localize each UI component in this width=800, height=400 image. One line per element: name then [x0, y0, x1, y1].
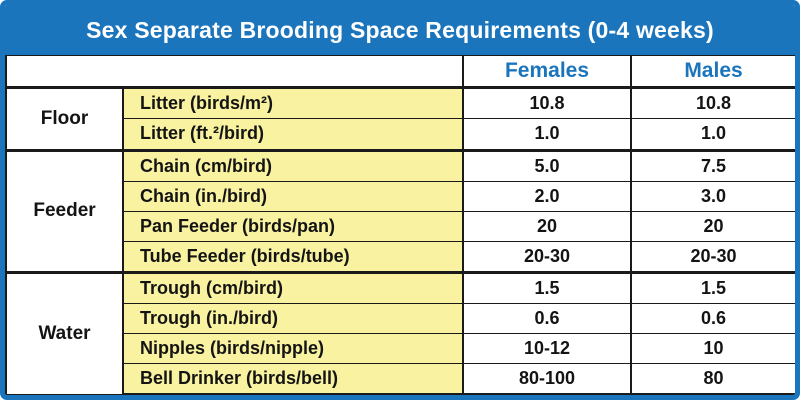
- header-males: Males: [630, 55, 795, 89]
- row-label-cell: Bell Drinker (birds/bell): [122, 362, 464, 395]
- header-empty-cell: [5, 55, 464, 89]
- males-value-cell: 1.0: [630, 118, 795, 151]
- row-label-cell: Litter (ft.²/bird): [122, 118, 464, 151]
- females-value-cell: 5.0: [462, 148, 632, 182]
- table-row: Water Trough (cm/bird) 1.5 1.5: [5, 270, 795, 395]
- header-females: Females: [462, 55, 632, 89]
- males-value-cell: 20-30: [630, 240, 795, 273]
- table-container: Females Males Floor Litter (birds/m²) 10…: [5, 55, 795, 395]
- males-value-cell: 1.5: [630, 270, 795, 305]
- row-label-cell: Litter (birds/m²): [122, 85, 464, 120]
- table-row: Nipples (birds/nipple) 10-12 10: [6, 332, 795, 364]
- row-label-cell: Trough (cm/bird): [122, 270, 464, 305]
- females-value-cell: 80-100: [462, 362, 632, 395]
- females-value-cell: 10.8: [462, 85, 632, 120]
- table-row: Pan Feeder (birds/pan) 20 20: [6, 210, 795, 242]
- category-feeder: Feeder: [5, 148, 124, 273]
- females-value-cell: 0.6: [462, 303, 632, 334]
- females-value-cell: 20: [462, 210, 632, 242]
- header-row: Females Males: [5, 55, 795, 89]
- row-label-cell: Chain (cm/bird): [122, 148, 464, 182]
- category-water: Water: [5, 270, 124, 395]
- males-value-cell: 0.6: [630, 303, 795, 334]
- males-value-cell: 10: [630, 332, 795, 364]
- category-floor: Floor: [5, 86, 124, 151]
- females-value-cell: 20-30: [462, 240, 632, 273]
- males-value-cell: 80: [630, 362, 795, 395]
- table-row: Chain (in./bird) 2.0 3.0: [6, 180, 795, 212]
- table-row: Litter (ft.²/bird) 1.0 1.0: [6, 118, 795, 151]
- females-value-cell: 1.0: [462, 118, 632, 151]
- row-label-cell: Trough (in./bird): [122, 303, 464, 334]
- table-row: Feeder Chain (cm/bird) 5.0 7.5: [5, 148, 795, 273]
- brooding-space-table: Females Males Floor Litter (birds/m²) 10…: [5, 55, 795, 395]
- row-label-cell: Pan Feeder (birds/pan): [122, 210, 464, 242]
- males-value-cell: 3.0: [630, 180, 795, 212]
- males-value-cell: 20: [630, 210, 795, 242]
- table-row: Bell Drinker (birds/bell) 80-100 80: [6, 362, 795, 395]
- table-row: Floor Litter (birds/m²) 10.8 10.8: [5, 85, 795, 151]
- females-value-cell: 10-12: [462, 332, 632, 364]
- males-value-cell: 10.8: [630, 85, 795, 120]
- females-value-cell: 1.5: [462, 270, 632, 305]
- table-row: Trough (in./bird) 0.6 0.6: [6, 303, 795, 334]
- figure-title: Sex Separate Brooding Space Requirements…: [86, 16, 714, 43]
- row-label-cell: Nipples (birds/nipple): [122, 332, 464, 364]
- females-value-cell: 2.0: [462, 180, 632, 212]
- title-bar: Sex Separate Brooding Space Requirements…: [5, 5, 795, 55]
- row-label-cell: Tube Feeder (birds/tube): [122, 240, 464, 273]
- males-value-cell: 7.5: [630, 148, 795, 182]
- row-label-cell: Chain (in./bird): [122, 180, 464, 212]
- table-row: Tube Feeder (birds/tube) 20-30 20-30: [6, 240, 795, 273]
